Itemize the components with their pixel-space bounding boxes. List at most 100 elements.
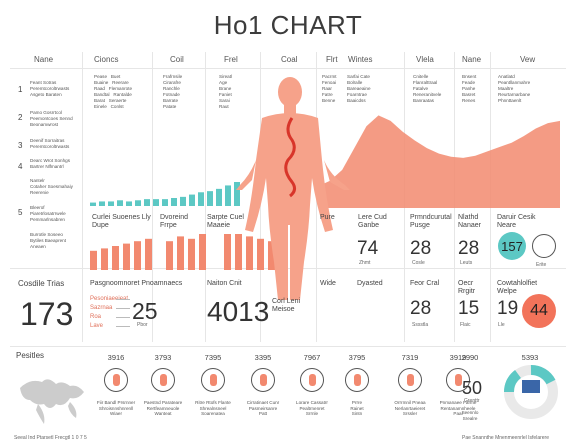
teal-bar [180,196,186,206]
coral-circle: 44 [522,294,556,328]
list-title: Pasgnoomnoret Pnoamnaecs [90,280,183,287]
column-header: Flrt [326,55,338,64]
row-text: Dearc Wrot Sonhgs Bartrer Nlfmantrl [30,158,71,169]
number-50-sub: Grenttr [464,398,480,404]
coral-circle-value: 44 [530,302,548,319]
icon-header: 2990 [461,353,479,362]
lower-list-item: Pesoniaeeieat [90,296,129,302]
row-number: 5 [18,208,23,217]
column-text: Sarfai Cate Bolralle Bareaeaine Foarntra… [347,74,371,103]
medical-icon-accent [113,374,120,386]
medical-icon-accent [160,374,167,386]
middle-label: Daruir Cesik Neare [497,214,536,229]
teal-bar [153,199,159,206]
coral-bar [224,234,231,270]
grid-line [10,346,566,347]
lower-col-title: Feor Cral [410,280,440,287]
lower-col-title: Oecr Rrgitr [458,280,476,295]
icon-header: 3795 [348,353,366,362]
middle-label: Curlei Suoenes Lly Dupe [92,214,151,229]
lower-list-item: Sazrnaa [90,305,113,311]
cosdile-title: Cosdile Trias [18,279,65,288]
icon-caption: Pnmanaee Farme Rentanamnheele Paal [439,400,477,416]
footer-right: Pae Snannthe Mnenmeenrlel Isfelarere [462,435,549,441]
icon-caption: Orrrmnil Pneaa Nerlanrtaeieret Srssler [394,400,426,416]
teal-bar [90,202,96,206]
medical-icon-accent [210,374,217,386]
naiton-title: Naiton Cnit [207,280,242,287]
number-19: 19 [497,298,519,319]
lower-col-title: Wide [320,280,336,287]
teal-circle: 157 [498,232,526,260]
footer-left: Seeal Ind Ptarsetl Frecgtl 1 0 7 5 [14,435,87,441]
column-header: Cioncs [94,55,119,64]
teal-circle-value: 157 [501,239,523,254]
teal-bar [207,191,213,206]
icon-header: 7967 [303,353,321,362]
icon-caption: Cirratinaet Cunr Pasmeirsanre Patt [246,400,280,416]
middle-number: 74 [357,238,379,259]
row-text: Burrotle Soseeo Bytiles Baeaprent Aneaen [30,232,67,249]
middle-label: Dvoreind Frrpe [160,214,189,229]
area-chart [318,115,560,208]
teal-bar [171,198,177,206]
teal-bar [135,200,141,206]
column-text: Bnsent Feade Panhe Basret Renes [462,74,477,103]
column-text: Sireatl Age Brane Faniet Sarai Raut [219,74,233,109]
medical-icon [251,368,275,392]
area-series [318,115,560,208]
number-15: 15 [458,298,480,319]
medical-icon-accent [354,374,361,386]
big-number-4013: 4013 [207,296,270,327]
column-header: Nane [34,55,54,64]
medical-icon [300,368,324,392]
column-header: Vlela [416,55,434,64]
lower-col-title: Dyasted [357,280,383,287]
row-text: Nantelr Cotaher Soesmahaiy Reerenie [30,178,73,195]
lower-col-title: Cowtahlolfiet Welpe [497,280,538,295]
spine-line [284,117,297,198]
icon-header: 3919 [449,353,467,362]
icon-header: 3395 [254,353,272,362]
grid-line [82,52,83,342]
row-number: 1 [18,85,23,94]
number-28-sub: Sssstla [412,322,429,328]
teal-bar [189,194,195,206]
middle-label: Nlathd Nanaer [458,214,481,229]
row-text: Deenif Sorraitras Peremtcoroltrwasts [30,138,70,149]
donut-chart [504,365,558,419]
column-text: Pease Buet Buaine Reerare Raad Flemanrot… [94,74,133,109]
medical-icon [446,368,470,392]
coral-bar [257,238,264,270]
cert-title: Corl Leni Meisoe [272,298,301,313]
middle-number-sub: Zhmt [359,260,371,266]
pesitles-title: Pesitles [16,351,45,360]
middle-number: 28 [458,238,480,259]
teal-bar [216,188,222,206]
column-header: Coal [281,55,298,64]
grid-line [10,68,566,69]
coral-bar [235,234,242,270]
coral-bar [134,241,141,270]
icon-caption: Prrre Rainet Sintn [350,400,364,416]
teal-bar [99,201,105,206]
world-map-graphic [20,379,84,424]
grid-line [205,52,206,342]
coral-bar [112,246,119,270]
icon-header: 3793 [154,353,172,362]
icon-caption: Ritre Rtofs Flante Shrealnsneel Soarenat… [195,400,231,416]
number-25: 25 [132,298,158,324]
teal-bar-chart [90,182,240,206]
teal-bar [126,201,132,206]
teal-bar [162,199,168,206]
medical-icon [398,368,422,392]
number-50: 50 [462,378,483,398]
medical-icon [151,368,175,392]
middle-number-sub: Leuts [460,260,473,266]
column-text: Frafrnsile Cirarafre Ranchle Fotnade Bar… [163,74,183,109]
medical-icon [104,368,128,392]
lower-list-rule [116,308,130,309]
medical-icon-accent [407,374,414,386]
column-text: Anatlatd Peantllanmahre Maaltre Reurtarn… [498,74,531,103]
